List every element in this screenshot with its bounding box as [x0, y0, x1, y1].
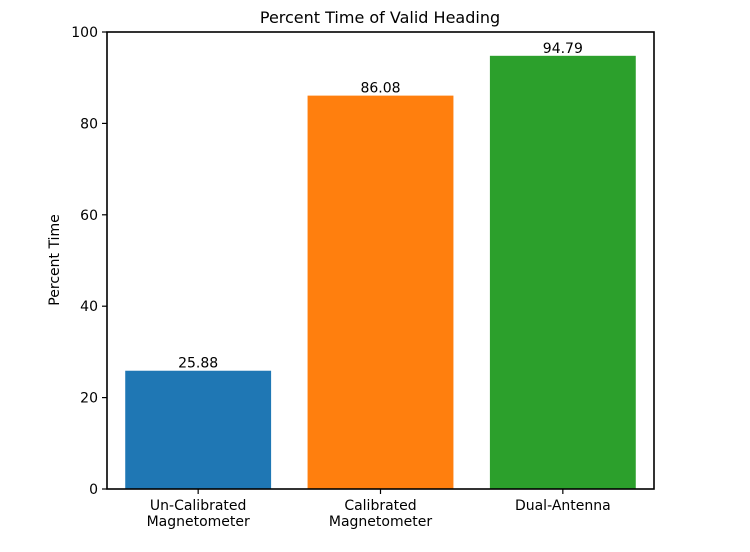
chart-title: Percent Time of Valid Heading	[260, 8, 500, 27]
data-label-1: 25.88	[178, 356, 218, 372]
y-tick-label-80: 80	[80, 116, 98, 132]
bar-2	[307, 95, 454, 489]
y-tick-label-60: 60	[80, 208, 98, 224]
plot-area: 25.88 86.08 94.79 0 20 40 60 80 100 Un-Calibrated…	[71, 25, 655, 530]
y-tick-label-100: 100	[71, 25, 98, 41]
y-tick-label-40: 40	[80, 299, 98, 315]
x-tick-label-1: Un-Calibrated Magnetometer	[147, 498, 250, 530]
y-tick-label-0: 0	[89, 482, 98, 498]
y-axis-label: Percent Time	[47, 214, 63, 305]
y-tick-label-20: 20	[80, 391, 98, 407]
bar-1	[125, 370, 272, 489]
data-label-2: 86.08	[360, 81, 400, 97]
x-tick-label-3: Dual-Antenna	[515, 498, 611, 514]
data-label-3: 94.79	[543, 41, 583, 57]
x-tick-label-2: Calibrated Magnetometer	[329, 498, 432, 530]
bar-3	[489, 55, 636, 490]
